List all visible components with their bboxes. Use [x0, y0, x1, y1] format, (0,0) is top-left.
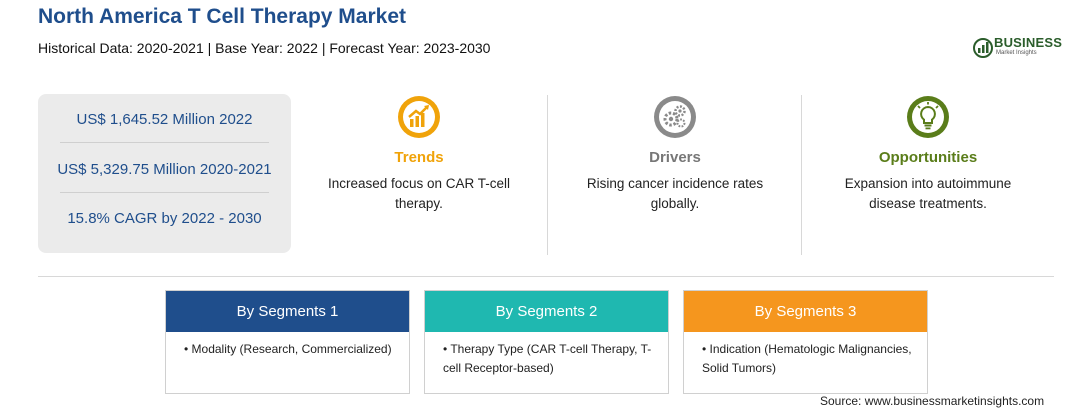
trend-chart-icon [397, 95, 441, 139]
feature-drivers: Drivers Rising cancer incidence rates gl… [555, 95, 795, 214]
segment-item: • Therapy Type (CAR T-cell Therapy, T-ce… [443, 342, 652, 375]
stat-divider [60, 142, 269, 143]
column-divider [801, 95, 802, 255]
section-divider [38, 276, 1054, 277]
segment-item: • Indication (Hematologic Malignancies, … [702, 342, 912, 375]
stat-market-size-historical: US$ 5,329.75 Million 2020-2021 [57, 161, 272, 178]
source-credit: Source: www.businessmarketinsights.com [820, 394, 1045, 408]
market-stats-panel: US$ 1,645.52 Million 2022 US$ 5,329.75 M… [38, 94, 291, 253]
feature-title: Trends [394, 149, 444, 166]
feature-trends: Trends Increased focus on CAR T-cell the… [299, 95, 539, 214]
feature-description: Rising cancer incidence rates globally. [586, 176, 764, 211]
gears-icon [653, 95, 697, 139]
logo-name: BUSINESS [994, 35, 1063, 50]
feature-description: Increased focus on CAR T-cell therapy. [327, 176, 511, 211]
logo-tagline: Market Insights [996, 50, 1037, 56]
stat-divider [60, 192, 269, 193]
segment-card-2[interactable]: By Segments 2 • Therapy Type (CAR T-cell… [424, 290, 669, 394]
stat-market-size-2022: US$ 1,645.52 Million 2022 [76, 111, 253, 128]
page-subtitle: Historical Data: 2020-2021 | Base Year: … [38, 40, 491, 56]
segment-card-3[interactable]: By Segments 3 • Indication (Hematologic … [683, 290, 928, 394]
segment-header: By Segments 2 [425, 291, 668, 332]
logo-globe-icon [973, 38, 993, 58]
column-divider [547, 95, 548, 255]
brand-logo[interactable]: BUSINESS Market Insights [972, 34, 1062, 64]
page-title: North America T Cell Therapy Market [38, 5, 406, 28]
segment-card-1[interactable]: By Segments 1 • Modality (Research, Comm… [165, 290, 410, 394]
segment-item: • Modality (Research, Commercialized) [184, 342, 392, 356]
feature-title: Opportunities [878, 149, 978, 166]
segment-header: By Segments 3 [684, 291, 927, 332]
segment-header: By Segments 1 [166, 291, 409, 332]
feature-description: Expansion into autoimmune disease treatm… [844, 176, 1012, 211]
lightbulb-icon [906, 95, 950, 139]
stat-cagr: 15.8% CAGR by 2022 - 2030 [67, 210, 262, 227]
feature-title: Drivers [649, 149, 701, 166]
feature-opportunities: Opportunities Expansion into autoimmune … [808, 95, 1048, 214]
